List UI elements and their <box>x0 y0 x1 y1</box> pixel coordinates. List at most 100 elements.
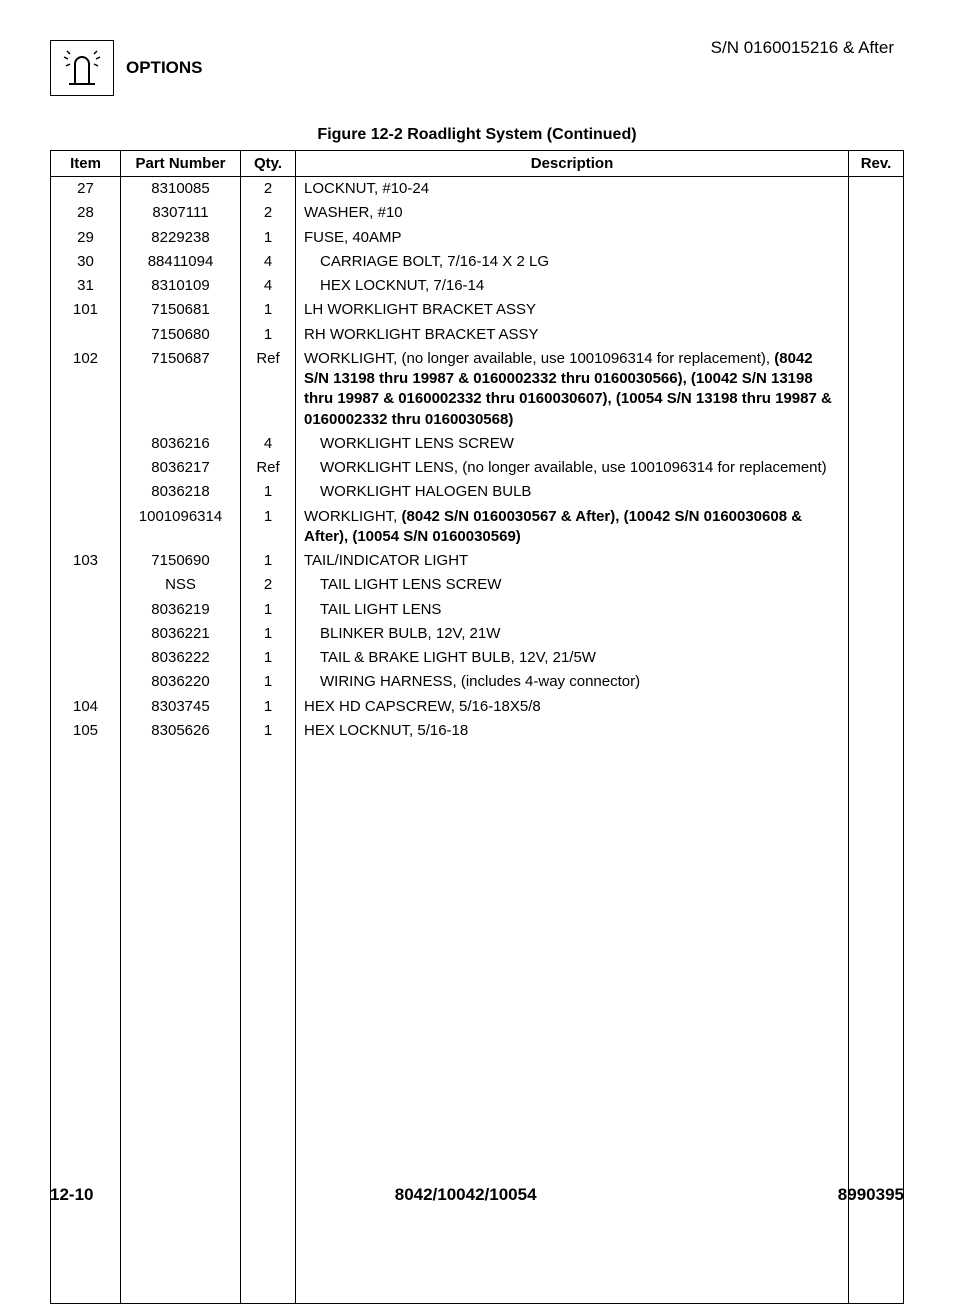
cell-rev <box>849 177 904 202</box>
cell-qty: 1 <box>241 505 296 550</box>
cell-description: WASHER, #10 <box>296 201 849 225</box>
page-footer: 12-10 8042/10042/10054 8990395 <box>50 1185 904 1205</box>
cell-item <box>51 432 121 456</box>
cell-rev <box>849 226 904 250</box>
table-row: 80362221TAIL & BRAKE LIGHT BULB, 12V, 21… <box>51 646 904 670</box>
footer-page-number: 12-10 <box>50 1185 93 1205</box>
cell-qty: 1 <box>241 226 296 250</box>
table-row: 80362201WIRING HARNESS, (includes 4-way … <box>51 670 904 694</box>
table-row: 80362191TAIL LIGHT LENS <box>51 598 904 622</box>
cell-part-number: 8303745 <box>121 695 241 719</box>
figure-caption: Figure 12-2 Roadlight System (Continued) <box>50 126 904 144</box>
cell-qty: 4 <box>241 432 296 456</box>
cell-part-number: 7150687 <box>121 347 241 432</box>
table-row: 10171506811LH WORKLIGHT BRACKET ASSY <box>51 298 904 322</box>
cell-description: CARRIAGE BOLT, 7/16-14 X 2 LG <box>296 250 849 274</box>
cell-description: HEX HD CAPSCREW, 5/16-18X5/8 <box>296 695 849 719</box>
cell-description: HEX LOCKNUT, 7/16-14 <box>296 274 849 298</box>
footer-doc-number: 8990395 <box>838 1185 904 1205</box>
cell-description: FUSE, 40AMP <box>296 226 849 250</box>
cell-description: WORKLIGHT LENS, (no longer available, us… <box>296 456 849 480</box>
cell-description: WORKLIGHT, (no longer available, use 100… <box>296 347 849 432</box>
col-header-rev: Rev. <box>849 151 904 177</box>
cell-item <box>51 323 121 347</box>
cell-part-number: 8305626 <box>121 719 241 743</box>
cell-qty: Ref <box>241 456 296 480</box>
cell-item <box>51 573 121 597</box>
filler-cell <box>296 743 849 1303</box>
table-row: 80362164WORKLIGHT LENS SCREW <box>51 432 904 456</box>
cell-item: 30 <box>51 250 121 274</box>
cell-rev <box>849 670 904 694</box>
table-row: 10371506901TAIL/INDICATOR LIGHT <box>51 549 904 573</box>
cell-description: RH WORKLIGHT BRACKET ASSY <box>296 323 849 347</box>
cell-rev <box>849 598 904 622</box>
table-row: 1027150687RefWORKLIGHT, (no longer avail… <box>51 347 904 432</box>
cell-rev <box>849 432 904 456</box>
table-row: 71506801RH WORKLIGHT BRACKET ASSY <box>51 323 904 347</box>
cell-item: 102 <box>51 347 121 432</box>
cell-rev <box>849 201 904 225</box>
cell-qty: 2 <box>241 177 296 202</box>
cell-rev <box>849 323 904 347</box>
cell-description: WORKLIGHT LENS SCREW <box>296 432 849 456</box>
section-title: OPTIONS <box>126 58 203 78</box>
cell-rev <box>849 549 904 573</box>
cell-description: LOCKNUT, #10-24 <box>296 177 849 202</box>
table-row: 80362211BLINKER BULB, 12V, 21W <box>51 622 904 646</box>
cell-item: 105 <box>51 719 121 743</box>
cell-qty: 1 <box>241 719 296 743</box>
cell-part-number: 88411094 <box>121 250 241 274</box>
filler-cell <box>241 743 296 1303</box>
footer-model: 8042/10042/10054 <box>395 1185 537 1205</box>
filler-cell <box>121 743 241 1303</box>
cell-rev <box>849 480 904 504</box>
cell-rev <box>849 573 904 597</box>
table-row: 2982292381FUSE, 40AMP <box>51 226 904 250</box>
cell-part-number: 1001096314 <box>121 505 241 550</box>
cell-item: 101 <box>51 298 121 322</box>
cell-qty: 1 <box>241 298 296 322</box>
cell-item: 27 <box>51 177 121 202</box>
cell-description: TAIL & BRAKE LIGHT BULB, 12V, 21/5W <box>296 646 849 670</box>
cell-description: HEX LOCKNUT, 5/16-18 <box>296 719 849 743</box>
cell-qty: 2 <box>241 201 296 225</box>
cell-part-number: 8036221 <box>121 622 241 646</box>
filler-cell <box>849 743 904 1303</box>
cell-qty: 1 <box>241 695 296 719</box>
cell-part-number: 8036222 <box>121 646 241 670</box>
cell-qty: 4 <box>241 250 296 274</box>
cell-part-number: 8307111 <box>121 201 241 225</box>
cell-item <box>51 646 121 670</box>
cell-description: TAIL LIGHT LENS <box>296 598 849 622</box>
cell-qty: 2 <box>241 573 296 597</box>
table-row: 10583056261HEX LOCKNUT, 5/16-18 <box>51 719 904 743</box>
table-row: 10010963141WORKLIGHT, (8042 S/N 01600305… <box>51 505 904 550</box>
table-row: 30884110944CARRIAGE BOLT, 7/16-14 X 2 LG <box>51 250 904 274</box>
cell-rev <box>849 298 904 322</box>
table-row: 10483037451HEX HD CAPSCREW, 5/16-18X5/8 <box>51 695 904 719</box>
cell-qty: 1 <box>241 646 296 670</box>
cell-rev <box>849 347 904 432</box>
col-header-qty: Qty. <box>241 151 296 177</box>
cell-item <box>51 622 121 646</box>
table-header-row: Item Part Number Qty. Description Rev. <box>51 151 904 177</box>
cell-part-number: 7150690 <box>121 549 241 573</box>
cell-rev <box>849 456 904 480</box>
table-filler-row <box>51 743 904 1303</box>
cell-item: 28 <box>51 201 121 225</box>
table-row: 3183101094HEX LOCKNUT, 7/16-14 <box>51 274 904 298</box>
cell-item: 103 <box>51 549 121 573</box>
col-header-desc: Description <box>296 151 849 177</box>
cell-part-number: 8036217 <box>121 456 241 480</box>
cell-part-number: 8036216 <box>121 432 241 456</box>
cell-qty: 1 <box>241 323 296 347</box>
cell-description: WIRING HARNESS, (includes 4-way connecto… <box>296 670 849 694</box>
serial-number-header: S/N 0160015216 & After <box>711 38 894 58</box>
cell-item <box>51 598 121 622</box>
col-header-item: Item <box>51 151 121 177</box>
cell-qty: Ref <box>241 347 296 432</box>
cell-part-number: 8036219 <box>121 598 241 622</box>
cell-rev <box>849 719 904 743</box>
cell-part-number: 8229238 <box>121 226 241 250</box>
